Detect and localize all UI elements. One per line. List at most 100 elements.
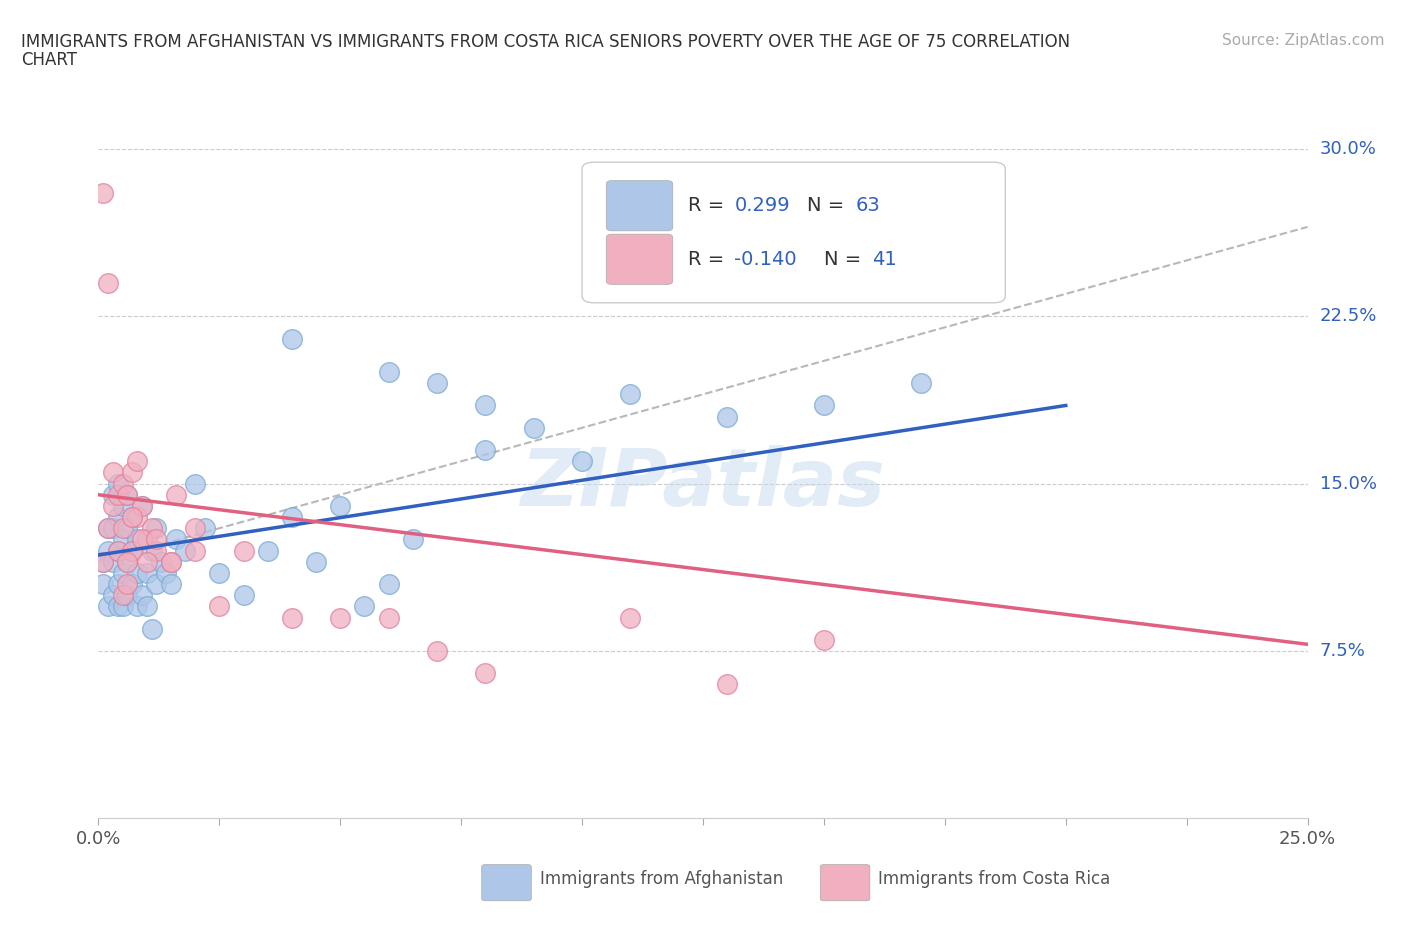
Point [117, 588, 139, 603]
Point [329, 498, 352, 513]
Point [91, 554, 114, 569]
Point [117, 554, 139, 569]
Point [619, 610, 641, 625]
Text: 63: 63 [855, 196, 880, 215]
Point [813, 632, 835, 647]
Text: 15.0%: 15.0% [1320, 474, 1376, 493]
Point [194, 521, 217, 536]
Point [474, 666, 496, 681]
Point [135, 599, 157, 614]
Point [107, 577, 129, 591]
Text: N =: N = [807, 196, 851, 215]
Point [145, 521, 167, 536]
Point [127, 599, 149, 614]
Point [101, 465, 124, 480]
Point [619, 387, 641, 402]
Point [121, 465, 143, 480]
Point [281, 510, 304, 525]
Point [117, 521, 139, 536]
Point [117, 487, 139, 502]
Point [97, 521, 120, 536]
Point [117, 487, 139, 502]
Point [117, 577, 139, 591]
Point [107, 487, 129, 502]
Point [97, 275, 120, 290]
Text: 7.5%: 7.5% [1320, 642, 1365, 660]
Point [523, 420, 546, 435]
Point [160, 554, 183, 569]
Text: IMMIGRANTS FROM AFGHANISTAN VS IMMIGRANTS FROM COSTA RICA SENIORS POVERTY OVER T: IMMIGRANTS FROM AFGHANISTAN VS IMMIGRANT… [21, 33, 1070, 50]
Point [127, 454, 149, 469]
Point [131, 498, 153, 513]
Text: Immigrants from Afghanistan: Immigrants from Afghanistan [540, 870, 783, 887]
Text: -0.140: -0.140 [734, 250, 797, 269]
Point [377, 610, 399, 625]
Point [97, 521, 120, 536]
FancyBboxPatch shape [820, 865, 870, 901]
Point [127, 510, 149, 525]
Point [111, 588, 134, 603]
Text: 41: 41 [872, 250, 897, 269]
Point [111, 565, 134, 580]
Point [165, 532, 187, 547]
FancyBboxPatch shape [582, 162, 1005, 303]
Point [127, 532, 149, 547]
Point [107, 510, 129, 525]
Text: ZIPatlas: ZIPatlas [520, 445, 886, 523]
Point [256, 543, 278, 558]
Point [91, 554, 114, 569]
Point [101, 588, 124, 603]
Point [353, 599, 375, 614]
Point [121, 543, 143, 558]
Point [91, 186, 114, 201]
Point [150, 554, 173, 569]
Point [145, 577, 167, 591]
Point [91, 577, 114, 591]
Point [127, 565, 149, 580]
Point [141, 621, 163, 636]
FancyBboxPatch shape [606, 234, 672, 285]
Point [101, 498, 124, 513]
Point [131, 532, 153, 547]
FancyBboxPatch shape [482, 865, 531, 901]
Text: Immigrants from Costa Rica: Immigrants from Costa Rica [879, 870, 1111, 887]
Point [377, 365, 399, 379]
Point [184, 476, 207, 491]
Point [474, 398, 496, 413]
Point [208, 599, 231, 614]
Point [402, 532, 425, 547]
Text: R =: R = [689, 196, 731, 215]
Point [377, 577, 399, 591]
Point [474, 443, 496, 458]
Point [910, 376, 932, 391]
Point [184, 543, 207, 558]
Point [329, 610, 352, 625]
Text: Source: ZipAtlas.com: Source: ZipAtlas.com [1222, 33, 1385, 47]
Point [165, 487, 187, 502]
Point [145, 543, 167, 558]
Point [101, 521, 124, 536]
Point [141, 543, 163, 558]
Point [131, 498, 153, 513]
Point [145, 532, 167, 547]
Point [107, 543, 129, 558]
Point [141, 521, 163, 536]
Point [135, 532, 157, 547]
Point [131, 588, 153, 603]
Point [135, 565, 157, 580]
Point [571, 454, 593, 469]
Text: CHART: CHART [21, 51, 77, 69]
Point [111, 498, 134, 513]
Point [174, 543, 197, 558]
Point [208, 565, 231, 580]
Point [716, 409, 738, 424]
Point [160, 577, 183, 591]
Point [716, 677, 738, 692]
Point [813, 398, 835, 413]
Point [111, 532, 134, 547]
Point [232, 588, 254, 603]
Text: 30.0%: 30.0% [1320, 140, 1376, 158]
Text: 22.5%: 22.5% [1320, 307, 1376, 326]
Point [111, 476, 134, 491]
Text: 0.299: 0.299 [734, 196, 790, 215]
